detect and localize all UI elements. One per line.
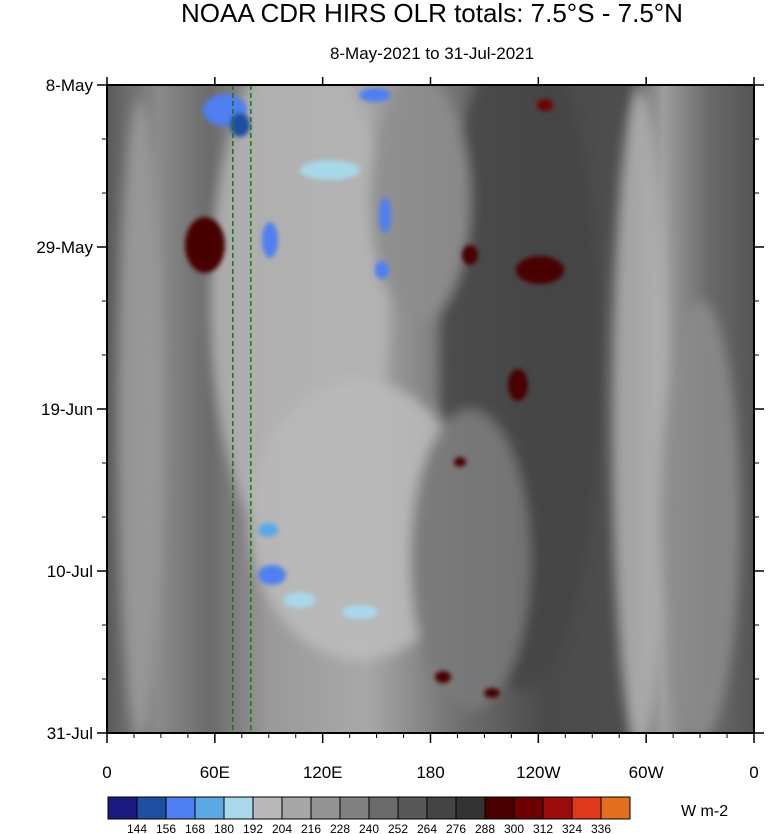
x-tick-label: 120W — [516, 763, 560, 782]
colorbar-swatch — [484, 796, 515, 820]
colorbar-swatch — [252, 796, 283, 820]
wet-patch — [379, 197, 391, 233]
colorbar-label: 300 — [504, 822, 524, 834]
colorbar-swatch — [571, 796, 602, 820]
olr-band-americas — [660, 300, 740, 733]
wet-patch — [284, 592, 316, 608]
colorbar-swatch — [542, 796, 573, 820]
colorbar-label: 156 — [156, 822, 176, 834]
wet-patch — [375, 261, 389, 279]
colorbar-swatch — [426, 796, 457, 820]
x-tick-label: 0 — [749, 763, 758, 782]
colorbar-swatch — [281, 796, 312, 820]
x-tick-label: 120E — [303, 763, 343, 782]
colorbar-label: 288 — [475, 822, 495, 834]
y-tick-label: 31-Jul — [47, 724, 93, 743]
colorbar: 144 156 168 180 192 204 216 228 240 252 264 276 288 3… — [107, 796, 631, 834]
y-tick-label: 10-Jul — [47, 562, 93, 581]
colorbar-label: 180 — [214, 822, 234, 834]
colorbar-label: 312 — [533, 822, 553, 834]
colorbar-label: 216 — [301, 822, 321, 834]
colorbar-label: 192 — [243, 822, 263, 834]
colorbar-label: 276 — [446, 822, 466, 834]
colorbar-swatch — [194, 796, 225, 820]
colorbar-swatch — [107, 796, 138, 820]
dry-patch — [462, 245, 478, 265]
plot-area — [107, 85, 754, 733]
wet-patch — [359, 88, 391, 102]
dry-patch — [508, 369, 528, 401]
colorbar-swatch — [165, 796, 196, 820]
olr-wet-patches — [185, 88, 564, 698]
colorbar-units: W m-2 — [681, 803, 728, 820]
colorbar-swatch — [339, 796, 370, 820]
colorbar-label: 240 — [359, 822, 379, 834]
colorbar-label: 252 — [388, 822, 408, 834]
colorbar-label: 324 — [562, 822, 582, 834]
colorbar-swatch — [600, 796, 631, 820]
colorbar-swatch — [368, 796, 399, 820]
colorbar-label: 228 — [330, 822, 350, 834]
x-tick-label: 0 — [102, 763, 111, 782]
dry-patch — [435, 671, 451, 683]
colorbar-swatch — [513, 796, 544, 820]
wet-patch — [342, 605, 378, 619]
colorbar-swatch — [455, 796, 486, 820]
colorbar-label: 144 — [127, 822, 147, 834]
colorbar-swatch — [310, 796, 341, 820]
y-tick-label: 29-May — [36, 238, 93, 257]
olr-band-africa — [118, 100, 162, 733]
colorbar-swatch — [223, 796, 254, 820]
x-tick-label: 180 — [416, 763, 444, 782]
y-axis: 8-May 29-May 19-Jun 10-Jul 31-Jul — [36, 76, 764, 743]
dry-patch — [516, 256, 564, 284]
olr-band-atlantic — [612, 90, 668, 733]
olr-band-central-pacific — [410, 410, 530, 710]
dry-patch — [484, 688, 500, 698]
y-tick-label: 19-Jun — [41, 400, 93, 419]
x-axis: 0 60E 120E 180 120W 60W 0 — [102, 77, 759, 782]
colorbar-label: 264 — [417, 822, 437, 834]
colorbar-swatch — [397, 796, 428, 820]
wet-patch — [258, 523, 278, 537]
colorbar-label: 336 — [591, 822, 611, 834]
olr-band-maritime — [370, 85, 470, 320]
wet-patch — [258, 565, 286, 585]
reference-lines — [232, 85, 252, 733]
colorbar-swatch — [136, 796, 167, 820]
chart-subtitle: 8-May-2021 to 31-Jul-2021 — [330, 44, 534, 63]
colorbar-label: 168 — [185, 822, 205, 834]
y-tick-label: 8-May — [46, 76, 94, 95]
colorbar-label: 204 — [272, 822, 292, 834]
dry-patch — [537, 99, 553, 111]
x-tick-label: 60W — [629, 763, 664, 782]
dry-patch — [185, 217, 225, 273]
x-tick-label: 60E — [200, 763, 230, 782]
chart-title: NOAA CDR HIRS OLR totals: 7.5°S - 7.5°N — [181, 0, 683, 28]
wet-patch — [262, 222, 278, 258]
dry-patch — [454, 457, 466, 467]
wet-patch — [230, 113, 250, 137]
wet-patch — [300, 160, 360, 180]
